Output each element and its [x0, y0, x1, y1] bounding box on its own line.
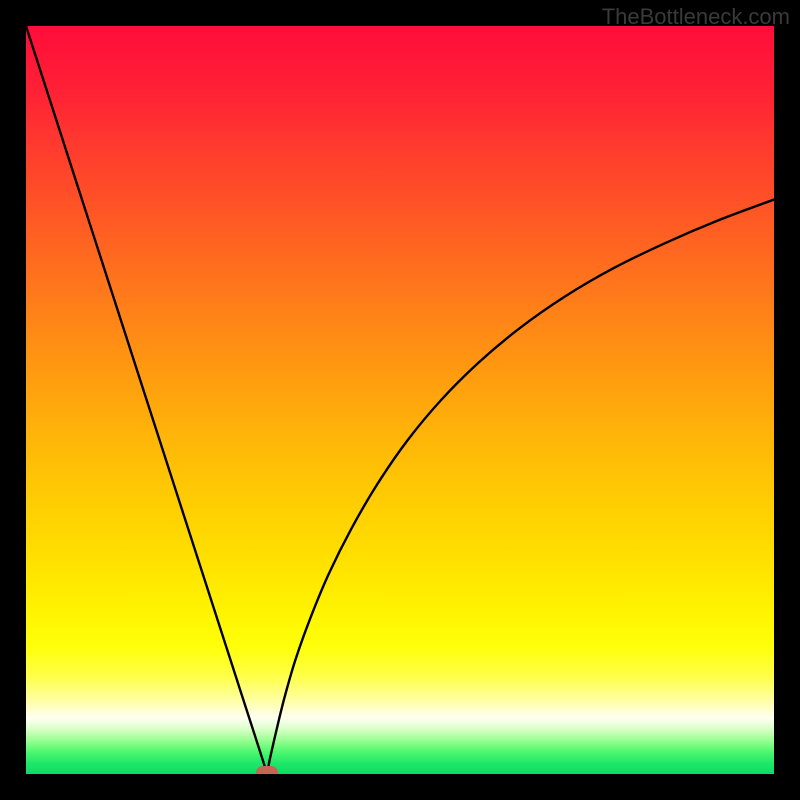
- plot-area: [26, 26, 774, 774]
- watermark-text: TheBottleneck.com: [602, 4, 790, 30]
- minimum-marker: [256, 766, 278, 775]
- bottleneck-curve: [26, 26, 774, 774]
